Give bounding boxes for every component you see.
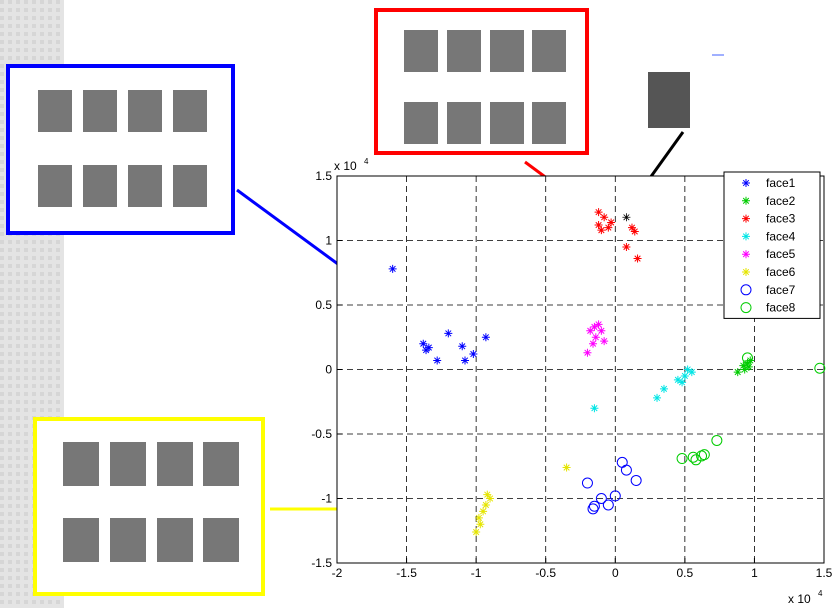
point	[482, 333, 490, 341]
legend-marker	[742, 197, 750, 205]
point	[589, 340, 597, 348]
x-tick-label: -0.5	[535, 566, 556, 580]
y-tick-label: 1	[325, 234, 332, 248]
point	[595, 221, 603, 229]
point	[458, 342, 466, 350]
y-tick-label: -0.5	[311, 427, 332, 441]
legend-label: face3	[766, 212, 796, 226]
legend-label: face5	[766, 247, 796, 261]
point	[631, 227, 639, 235]
point	[583, 349, 591, 357]
point	[563, 464, 571, 472]
point	[622, 213, 630, 221]
x-tick-label: -2	[332, 566, 343, 580]
x-tick-label: 0	[612, 566, 619, 580]
legend-label: face6	[766, 265, 796, 279]
point	[734, 368, 742, 376]
point	[660, 385, 668, 393]
point	[475, 514, 483, 522]
x-tick-label: -1.5	[396, 566, 417, 580]
y-tick-label: -1.5	[311, 556, 332, 570]
point	[688, 368, 696, 376]
y-multiplier-exp: 4	[364, 157, 369, 166]
query-face	[648, 72, 690, 128]
legend-marker	[742, 179, 750, 187]
point	[444, 329, 452, 337]
point	[476, 520, 484, 528]
point	[600, 337, 608, 345]
point	[389, 265, 397, 273]
point	[482, 501, 490, 509]
point	[425, 344, 433, 352]
point	[607, 218, 615, 226]
x-tick-label: 1	[751, 566, 758, 580]
point	[678, 378, 686, 386]
point	[486, 495, 494, 503]
legend-marker	[742, 250, 750, 258]
point	[622, 243, 630, 251]
point	[469, 350, 477, 358]
y-tick-label: -1	[321, 492, 332, 506]
x-multiplier: x 10	[788, 592, 811, 606]
y-tick-label: 0.5	[315, 298, 332, 312]
figure: -2-1.5-1-0.500.511.5-1.5-1-0.500.511.5x …	[0, 0, 834, 608]
point	[472, 528, 480, 536]
y-multiplier: x 10	[334, 159, 357, 173]
x-multiplier-exp: 4	[818, 589, 823, 598]
legend-marker	[742, 268, 750, 276]
point	[590, 404, 598, 412]
y-tick-label: 1.5	[315, 169, 332, 183]
legend-label: face1	[766, 176, 796, 190]
y-tick-label: 0	[325, 363, 332, 377]
x-tick-label: 1.5	[816, 566, 833, 580]
point	[600, 213, 608, 221]
point	[461, 356, 469, 364]
point	[597, 327, 605, 335]
point	[745, 363, 753, 371]
legend-label: face7	[766, 283, 796, 297]
legend-label: face2	[766, 194, 796, 208]
x-tick-label: 0.5	[677, 566, 694, 580]
point	[433, 356, 441, 364]
legend-label: face8	[766, 301, 796, 315]
legend-label: face4	[766, 229, 796, 243]
x-tick-label: -1	[471, 566, 482, 580]
point	[653, 394, 661, 402]
